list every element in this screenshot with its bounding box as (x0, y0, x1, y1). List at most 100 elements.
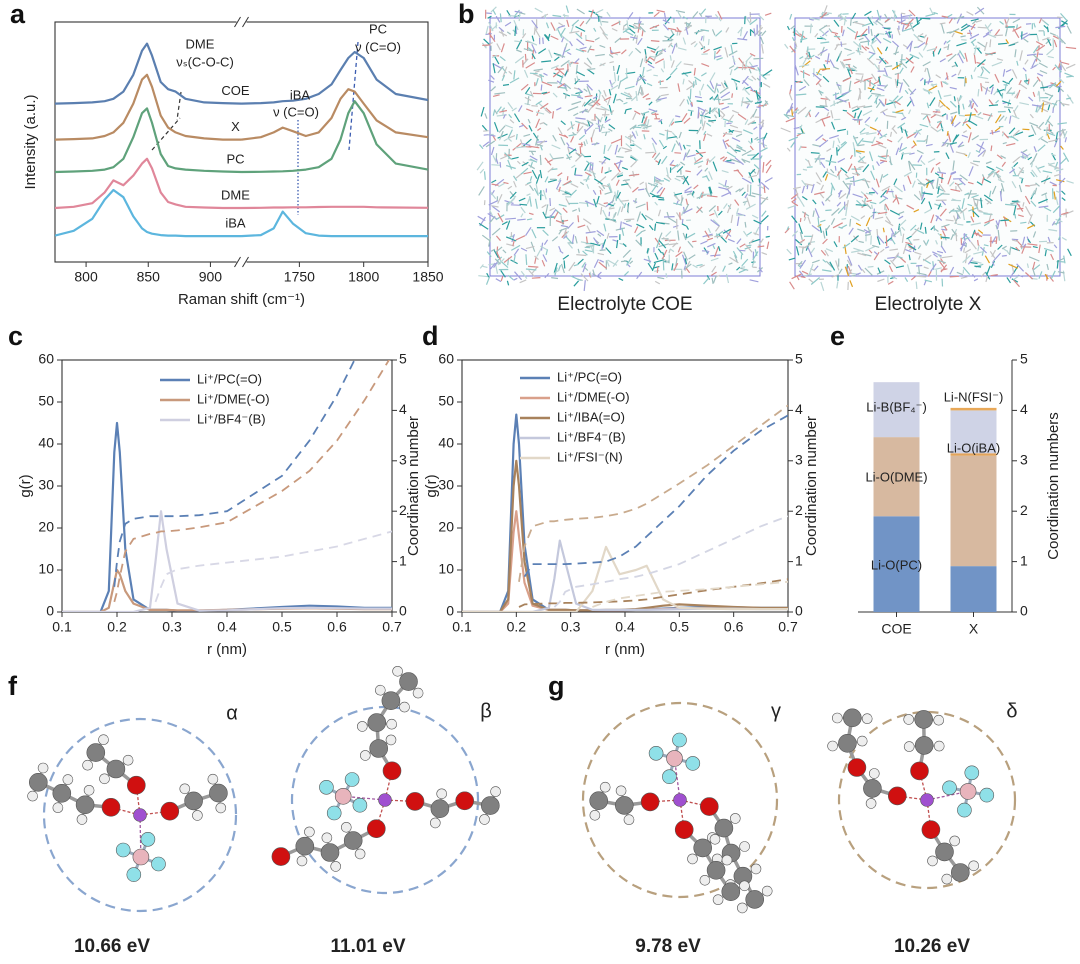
molecule-stick (1001, 131, 1005, 137)
molecule-stick (562, 207, 568, 214)
molecule-stick (936, 127, 944, 133)
molecule-stick (516, 49, 522, 53)
molecule-stick (1032, 54, 1042, 63)
molecule-stick (978, 141, 985, 152)
molecule-stick (713, 46, 722, 51)
molecule-stick (880, 108, 888, 114)
molecule-stick (747, 77, 754, 82)
molecule-stick (547, 33, 551, 41)
molecule-stick (1038, 271, 1043, 279)
molecule-stick (949, 86, 957, 90)
molecule-stick (661, 249, 668, 260)
molecule-stick (963, 233, 966, 242)
structure-label: α (226, 702, 238, 724)
molecule-stick (565, 235, 573, 245)
bar-segment (873, 382, 920, 438)
molecule-stick (1002, 100, 1012, 105)
atom (950, 863, 970, 882)
atom (367, 713, 387, 732)
molecule-stick (798, 223, 803, 234)
molecule-stick (751, 75, 757, 81)
molecule-stick (756, 106, 762, 109)
molecule-stick (575, 64, 578, 75)
molecule-stick (516, 160, 521, 165)
molecule-stick (968, 29, 972, 37)
molecule-stick (1024, 272, 1034, 280)
legend-label: Li⁺/DME(-O) (557, 389, 630, 404)
molecule-stick (953, 215, 958, 225)
molecule-stick (936, 178, 939, 189)
molecule-stick (820, 249, 827, 256)
atom (209, 783, 228, 803)
molecule-stick (671, 132, 679, 140)
molecule-stick (662, 260, 665, 271)
molecule-stick (831, 274, 840, 278)
molecule-stick (741, 61, 744, 71)
solvation-shell (581, 701, 779, 899)
molecule-stick (837, 157, 846, 163)
molecule-stick (648, 101, 653, 106)
molecule-stick (1059, 61, 1067, 72)
molecule-stick (958, 50, 966, 60)
molecule-stick (806, 50, 809, 56)
molecule-stick (958, 95, 962, 102)
molecule-stick (1022, 202, 1025, 207)
molecule-stick (905, 57, 914, 64)
molecule-stick (852, 135, 859, 146)
molecule-stick (820, 219, 826, 223)
molecule-stick (869, 16, 874, 21)
molecule-stick (1011, 166, 1017, 176)
atom (382, 761, 402, 781)
atom (412, 687, 424, 699)
molecule-stick (711, 29, 716, 36)
molecule-stick (706, 159, 711, 162)
molecule-stick (973, 66, 977, 72)
molecule-stick (908, 9, 916, 17)
molecule-stick (642, 125, 652, 129)
molecule-stick (707, 242, 716, 248)
molecule-stick (493, 55, 500, 65)
molecule-stick (995, 236, 998, 244)
molecule-stick (758, 14, 765, 21)
atom (296, 855, 308, 867)
molecule-stick (937, 90, 942, 100)
molecule-stick (801, 179, 808, 188)
molecule-stick (819, 29, 828, 37)
molecule-stick (588, 272, 592, 278)
molecule-stick (722, 265, 726, 272)
molecule-stick (606, 260, 610, 267)
molecule-stick (567, 51, 572, 56)
molecule-stick (722, 131, 728, 137)
molecule-stick (976, 143, 985, 150)
molecule-stick (1002, 69, 1006, 77)
molecule-stick (736, 146, 747, 152)
molecule-stick (954, 121, 961, 128)
molecule-stick (941, 236, 950, 239)
molecule-stick (1026, 263, 1029, 269)
molecule-stick (587, 120, 591, 127)
molecule-stick (960, 35, 966, 38)
molecule-stick (935, 108, 940, 111)
molecule-stick (646, 248, 650, 255)
molecule-stick (864, 179, 870, 189)
molecule-stick (820, 48, 828, 54)
annotation: DME (186, 36, 215, 51)
molecule-stick (505, 220, 511, 230)
molecule-stick (1041, 102, 1045, 113)
molecule-stick (980, 83, 983, 92)
molecule-stick (926, 102, 930, 109)
molecule-stick (857, 47, 860, 53)
molecule-stick (691, 190, 695, 196)
molecule-stick (561, 231, 568, 239)
molecule-stick (542, 229, 549, 237)
molecule-stick (841, 217, 847, 220)
molecule-stick (974, 265, 982, 268)
molecule-stick (944, 81, 949, 85)
molecule-stick (1017, 214, 1024, 218)
molecule-stick (637, 37, 643, 46)
molecule-stick (743, 230, 748, 237)
molecule-stick (942, 80, 948, 85)
molecule-stick (990, 274, 998, 277)
curve (462, 545, 788, 612)
molecule-stick (537, 102, 546, 110)
